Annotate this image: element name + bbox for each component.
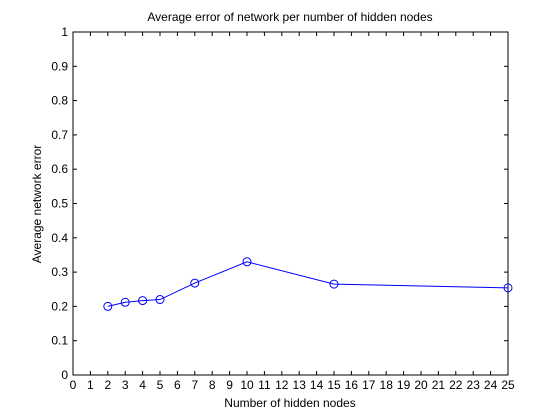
y-tick-label: 0.6 — [51, 162, 68, 176]
x-tick-label: 15 — [327, 378, 341, 392]
x-tick-label: 10 — [240, 378, 254, 392]
x-tick-label: 6 — [174, 378, 181, 392]
x-tick-label: 0 — [70, 378, 77, 392]
y-tick-label: 0.5 — [51, 197, 68, 211]
x-tick-label: 19 — [397, 378, 411, 392]
x-tick-label: 20 — [414, 378, 428, 392]
series-group — [103, 257, 513, 311]
axis-ticks: 0 1 2 3 4 5 6 7 8 9 10 11 12 13 14 15 16 17 18 19 20 21 22 23 24… — [51, 25, 515, 392]
y-tick-label: 0.4 — [51, 231, 68, 245]
data-point — [120, 297, 130, 307]
plot-area — [72, 31, 509, 376]
y-tick-label: 1 — [61, 25, 68, 39]
x-tick-label: 9 — [226, 378, 233, 392]
y-tick-label: 0 — [61, 368, 68, 382]
x-tick-label: 17 — [362, 378, 376, 392]
x-tick-label: 16 — [345, 378, 359, 392]
x-tick-label: 2 — [104, 378, 111, 392]
chart-title: Average error of network per number of h… — [147, 10, 432, 24]
x-tick-label: 22 — [449, 378, 463, 392]
x-axis-label: Number of hidden nodes — [224, 396, 355, 410]
y-tick-label: 0.7 — [51, 128, 68, 142]
x-tick-label: 4 — [139, 378, 146, 392]
x-tick-label: 5 — [157, 378, 164, 392]
data-point — [138, 296, 148, 306]
x-tick-label: 25 — [501, 378, 515, 392]
x-tick-label: 3 — [122, 378, 129, 392]
series-line — [107, 261, 509, 307]
x-tick-label: 12 — [275, 378, 289, 392]
x-tick-label: 8 — [209, 378, 216, 392]
data-point — [329, 279, 339, 289]
x-tick-label: 7 — [191, 378, 198, 392]
x-tick-label: 21 — [432, 378, 446, 392]
y-tick-label: 0.2 — [51, 299, 68, 313]
x-tick-label: 18 — [380, 378, 394, 392]
x-tick-label: 13 — [293, 378, 307, 392]
x-tick-label: 14 — [310, 378, 324, 392]
y-tick-label: 0.3 — [51, 265, 68, 279]
data-point — [155, 295, 165, 305]
y-tick-label: 0.8 — [51, 94, 68, 108]
data-point — [103, 301, 113, 311]
y-tick-label: 0.9 — [51, 59, 68, 73]
data-point — [242, 257, 252, 267]
data-point — [503, 283, 513, 293]
x-tick-label: 1 — [87, 378, 94, 392]
y-tick-label: 0.1 — [51, 334, 68, 348]
data-point — [190, 278, 200, 288]
x-tick-label: 23 — [467, 378, 481, 392]
x-tick-label: 24 — [484, 378, 498, 392]
y-axis-label: Average network error — [30, 145, 44, 264]
x-tick-label: 11 — [258, 378, 271, 392]
